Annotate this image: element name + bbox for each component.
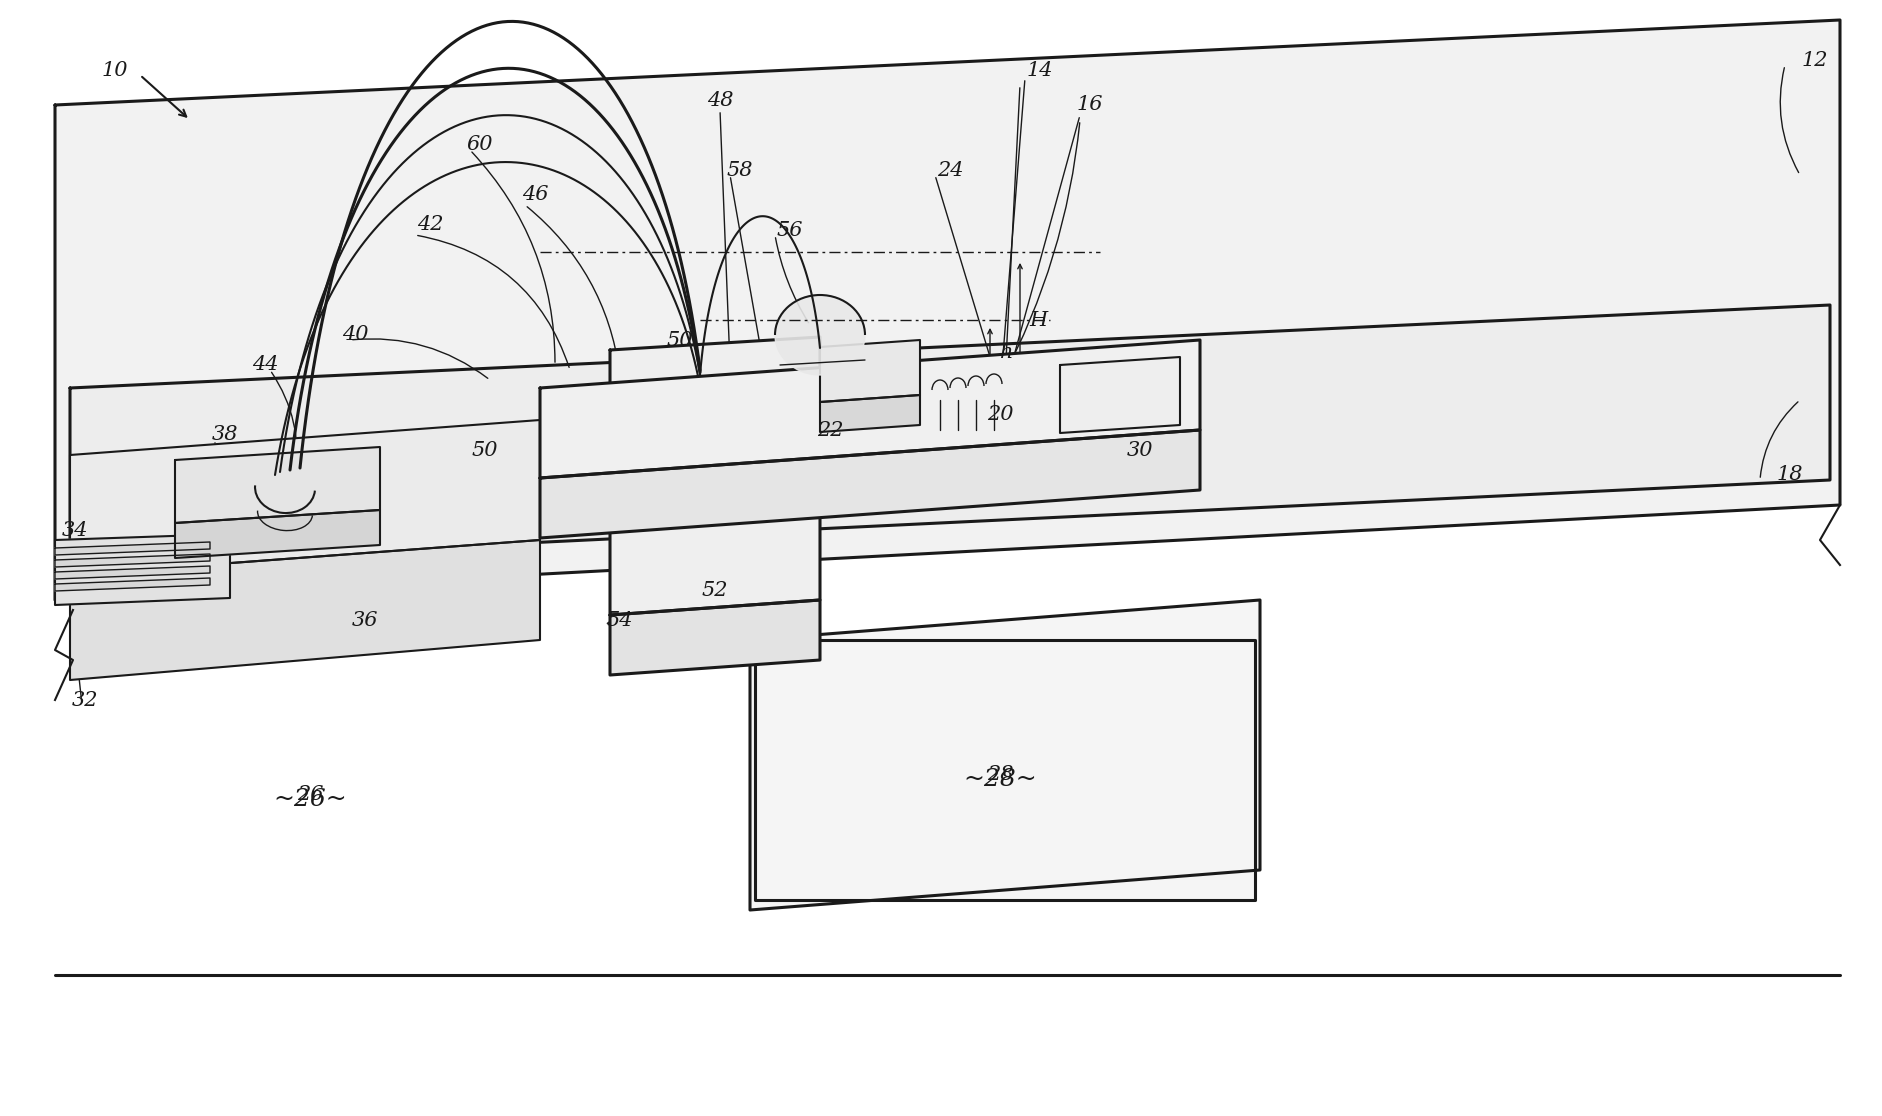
Text: 18: 18	[1777, 465, 1803, 484]
Text: 46: 46	[521, 185, 548, 204]
Polygon shape	[55, 20, 1841, 600]
Text: 28: 28	[986, 766, 1013, 785]
Text: 16: 16	[1077, 96, 1103, 115]
Text: 24: 24	[937, 161, 964, 180]
Polygon shape	[55, 554, 211, 567]
Polygon shape	[70, 540, 540, 680]
Polygon shape	[821, 340, 920, 402]
Text: 48: 48	[708, 90, 734, 109]
Text: 52: 52	[702, 580, 728, 599]
Text: 22: 22	[817, 421, 843, 440]
Text: 26: 26	[297, 786, 324, 805]
Polygon shape	[175, 510, 380, 558]
Text: 54: 54	[606, 610, 632, 629]
Text: 38: 38	[213, 425, 239, 444]
Polygon shape	[55, 578, 211, 591]
Polygon shape	[55, 533, 230, 605]
Polygon shape	[175, 448, 380, 523]
Text: 42: 42	[416, 215, 444, 234]
Polygon shape	[540, 340, 1201, 478]
Text: 12: 12	[1801, 50, 1827, 69]
Text: 14: 14	[1028, 60, 1054, 79]
Polygon shape	[610, 600, 821, 675]
Polygon shape	[751, 600, 1261, 910]
Polygon shape	[610, 337, 821, 615]
Text: 36: 36	[352, 610, 378, 629]
Text: 40: 40	[343, 326, 369, 345]
Text: 50: 50	[472, 441, 499, 460]
Text: 44: 44	[252, 356, 279, 375]
Ellipse shape	[775, 295, 866, 375]
Text: 32: 32	[72, 691, 98, 710]
Polygon shape	[70, 420, 540, 575]
Text: 10: 10	[102, 60, 128, 79]
Text: h: h	[999, 343, 1014, 362]
Text: H: H	[1029, 310, 1046, 329]
Polygon shape	[55, 542, 211, 555]
Polygon shape	[755, 639, 1255, 899]
Text: ~28~: ~28~	[964, 769, 1037, 791]
Polygon shape	[55, 566, 211, 579]
Text: 60: 60	[467, 135, 493, 154]
Text: 56: 56	[777, 221, 804, 240]
Polygon shape	[1060, 357, 1180, 433]
Text: 20: 20	[986, 405, 1013, 424]
Text: ~26~: ~26~	[273, 789, 346, 811]
Polygon shape	[70, 305, 1829, 565]
Text: 50: 50	[666, 330, 693, 349]
Polygon shape	[821, 395, 920, 432]
Text: 58: 58	[726, 161, 753, 180]
Text: 34: 34	[62, 520, 88, 539]
Polygon shape	[540, 430, 1201, 538]
Text: 30: 30	[1127, 441, 1154, 460]
